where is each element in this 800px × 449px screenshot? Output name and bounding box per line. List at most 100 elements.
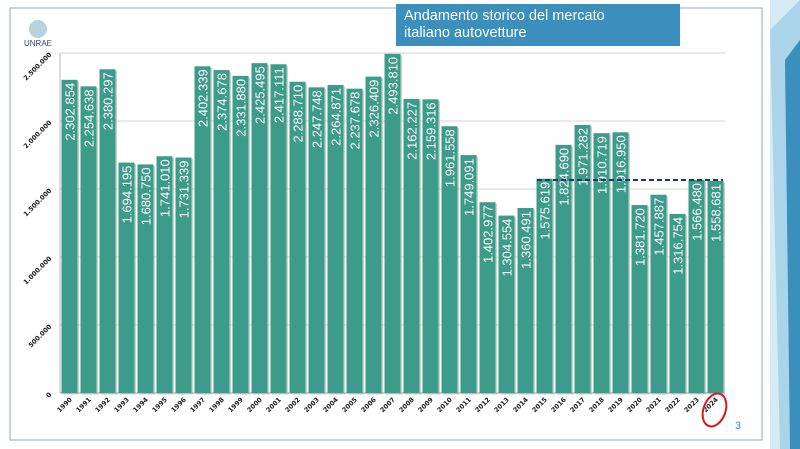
x-tick-label: 2015: [530, 395, 549, 414]
value-label: 2.417.111: [272, 67, 287, 123]
x-tick-label: 2017: [568, 396, 586, 414]
x-tick-label: 1995: [150, 395, 169, 414]
bar: [612, 132, 629, 393]
bar: [536, 178, 553, 393]
value-label: 1.558.681: [709, 184, 724, 242]
x-tick-label: 2023: [682, 396, 700, 414]
bar: [631, 205, 648, 393]
title-line-1: Andamento storico del mercato: [404, 8, 605, 24]
value-label: 1.566.480: [690, 183, 705, 241]
x-tick-label: 2007: [378, 396, 396, 414]
value-label: 1.360.491: [519, 211, 534, 269]
x-axis: 1990 1991 1992 1993 1994 1995 1996 1997 1998 1999…: [55, 395, 720, 414]
bar: [251, 63, 268, 393]
value-label: 2.302.854: [63, 83, 78, 141]
bar: [517, 207, 534, 393]
x-tick-label: 2009: [416, 395, 435, 414]
x-tick-label: 1997: [188, 396, 206, 414]
bar: [688, 179, 705, 393]
highlight-circle: [701, 392, 728, 428]
x-tick-label: 2021: [644, 395, 663, 414]
bar: [118, 162, 135, 393]
value-label: 2.380.297: [101, 72, 116, 130]
bar: [441, 126, 458, 393]
value-label: 2.162.227: [405, 102, 420, 160]
value-label: 2.247.748: [310, 90, 325, 148]
y-tick-label: 1.500.000: [22, 186, 54, 218]
x-tick-label: 2020: [625, 395, 644, 414]
y-tick-label: 0: [45, 390, 54, 399]
annotations: [537, 178, 728, 428]
value-label: 1.304.554: [500, 219, 515, 277]
x-tick-label: 2008: [397, 395, 416, 414]
x-tick-label: 2022: [663, 396, 681, 414]
x-tick-label: 2012: [473, 396, 491, 414]
bar: [80, 86, 97, 393]
bar: [384, 53, 401, 394]
value-label: 1.381.720: [633, 208, 648, 266]
svg-text:UNRAE: UNRAE: [24, 39, 52, 48]
value-label: 2.288.710: [291, 85, 306, 143]
bar: [460, 155, 477, 393]
x-tick-label: 2006: [359, 395, 378, 414]
x-tick-label: 2005: [340, 395, 359, 414]
bar: [555, 144, 572, 393]
value-label: 1.402.977: [481, 205, 496, 263]
bar: [99, 69, 116, 394]
bar: [232, 75, 249, 393]
bar: [422, 99, 439, 394]
bar: [593, 133, 610, 393]
x-tick-label: 1998: [207, 395, 226, 414]
y-tick-label: 2.000.000: [22, 118, 54, 150]
page-number: 3: [735, 420, 742, 432]
bar: [498, 215, 515, 393]
globe-icon: [29, 20, 47, 38]
x-tick-label: 1993: [112, 396, 130, 414]
value-label: 1.575.619: [538, 182, 553, 240]
value-label: 1.731.339: [177, 161, 192, 219]
slide-title: Andamento storico del mercato italiano a…: [396, 4, 680, 46]
value-label: 1.971.282: [576, 128, 591, 186]
value-label: 2.326.409: [367, 80, 382, 138]
x-tick-label: 2010: [435, 395, 454, 414]
x-tick-label: 1996: [169, 395, 188, 414]
x-tick-label: 2004: [321, 395, 340, 414]
bar: [327, 84, 344, 394]
value-label: 1.910.719: [595, 136, 610, 194]
value-labels: 2.302.854 2.254.638 2.380.297 1.694.195 1.68…: [63, 57, 724, 277]
x-tick-label: 2016: [549, 395, 568, 414]
x-tick-label: 2014: [511, 395, 530, 414]
x-tick-label: 1994: [131, 395, 150, 414]
bar: [270, 64, 287, 394]
y-tick-label: 2.500.000: [22, 50, 54, 82]
value-label: 1.694.195: [120, 166, 135, 224]
bar: [479, 202, 496, 393]
bar: [137, 164, 154, 393]
x-tick-label: 2013: [492, 396, 510, 414]
value-label: 1.961.558: [443, 129, 458, 187]
bar: [175, 157, 192, 393]
x-tick-label: 2018: [587, 395, 606, 414]
bar: [308, 87, 325, 393]
bars: [61, 53, 725, 395]
x-tick-label: 2000: [245, 395, 264, 414]
x-tick-label: 2001: [264, 395, 283, 414]
value-label: 1.316.754: [671, 217, 686, 275]
bar: [156, 156, 173, 393]
x-tick-label: 1999: [226, 395, 245, 414]
bar: [61, 79, 78, 393]
value-label: 2.402.339: [196, 69, 211, 127]
x-tick-label: 2011: [454, 395, 473, 414]
slide-border: [9, 7, 763, 441]
x-tick-label: 2002: [283, 396, 301, 414]
x-tick-label: 1991: [74, 395, 93, 414]
value-label: 2.264.871: [329, 88, 344, 146]
value-label: 1.741.010: [158, 159, 173, 217]
title-line-2: italiano autovetture: [404, 25, 527, 41]
x-tick-label: 2003: [302, 396, 320, 414]
bar: [403, 98, 420, 393]
bar: [346, 88, 363, 394]
bar: [365, 76, 382, 394]
value-label: 1.680.750: [139, 167, 154, 225]
value-label: 2.374.678: [215, 73, 230, 131]
